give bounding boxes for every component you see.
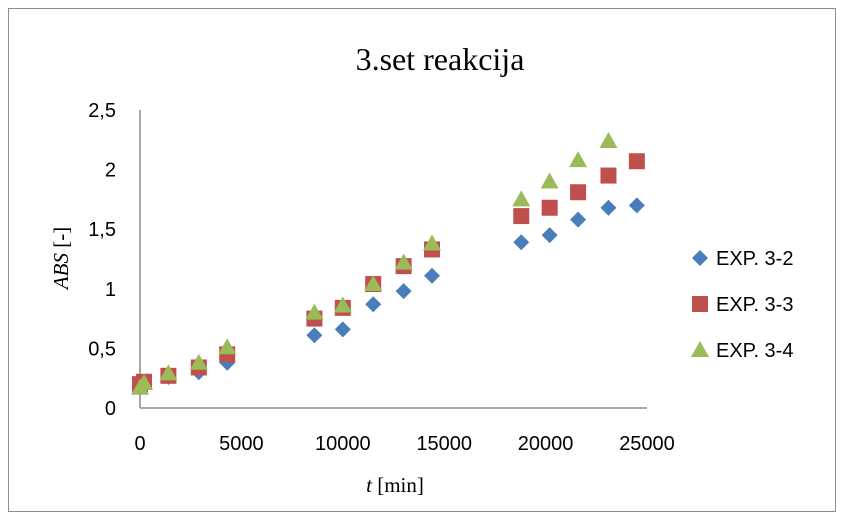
triangle-data-point	[333, 296, 352, 313]
triangle-legend-icon	[691, 341, 709, 357]
diamond-data-point	[334, 321, 351, 338]
y-axis-label-symbol: ABS	[49, 253, 73, 292]
triangle-data-point	[135, 373, 154, 390]
x-tick-label: 20000	[518, 433, 574, 455]
series-2	[132, 153, 645, 393]
diamond-data-point	[395, 283, 412, 300]
legend: EXP. 3-2 EXP. 3-3 EXP. 3-4	[691, 248, 793, 362]
y-axis-label: ABS [-]	[49, 227, 73, 291]
triangle-data-point	[159, 364, 178, 381]
axes	[139, 110, 647, 409]
x-axis-label: t [min]	[366, 473, 424, 497]
diamond-data-point	[570, 211, 587, 228]
triangle-data-point	[423, 234, 442, 251]
tick-labels: 0 0,5 1 1,5 2 2,5 0 5000 10000 15000 20000 25000	[88, 100, 675, 455]
legend-item: EXP. 3-3	[692, 294, 793, 316]
legend-label: EXP. 3-2	[716, 248, 793, 270]
y-tick-label: 0	[105, 398, 116, 420]
y-axis-label-unit: [-]	[49, 227, 73, 253]
y-tick-label: 1,5	[88, 219, 116, 241]
legend-item: EXP. 3-2	[692, 248, 793, 270]
triangle-data-point	[394, 253, 413, 270]
diamond-data-point	[424, 267, 441, 284]
y-tick-label: 2,5	[88, 100, 116, 122]
triangle-data-point	[364, 275, 383, 292]
x-tick-label: 0	[134, 433, 145, 455]
triangle-data-point	[218, 338, 237, 355]
triangle-data-point	[599, 131, 618, 148]
y-tick-label: 1	[105, 279, 116, 301]
x-axis-label-unit: [min]	[372, 473, 424, 497]
legend-label: EXP. 3-4	[716, 340, 793, 362]
diamond-data-point	[365, 296, 382, 313]
x-tick-label: 5000	[219, 433, 264, 455]
y-tick-label: 0,5	[88, 338, 116, 360]
square-legend-icon	[692, 296, 708, 312]
triangle-data-point	[540, 172, 559, 189]
chart-title: 3.set reakcija	[356, 41, 525, 77]
square-data-point	[541, 199, 558, 216]
diamond-data-point	[628, 197, 645, 214]
series-1	[132, 197, 645, 396]
legend-label: EXP. 3-3	[716, 294, 793, 316]
square-data-point	[600, 167, 617, 184]
x-tick-label: 10000	[315, 433, 371, 455]
x-axis-label-symbol: t	[366, 473, 373, 497]
diamond-data-point	[541, 227, 558, 244]
diamond-data-point	[306, 327, 323, 344]
x-tick-label: 25000	[619, 433, 675, 455]
diamond-legend-icon	[692, 250, 708, 266]
triangle-data-point	[569, 151, 588, 168]
square-data-point	[570, 184, 587, 201]
data-points	[131, 131, 645, 396]
diamond-data-point	[513, 234, 530, 251]
triangle-data-point	[512, 190, 531, 207]
triangle-data-point	[189, 353, 208, 370]
series-3	[131, 131, 618, 395]
diamond-data-point	[600, 199, 617, 216]
triangle-data-point	[305, 303, 324, 320]
x-tick-label: 15000	[416, 433, 472, 455]
square-data-point	[513, 208, 530, 225]
square-data-point	[628, 153, 645, 170]
legend-item: EXP. 3-4	[691, 340, 793, 362]
y-tick-label: 2	[105, 160, 116, 182]
